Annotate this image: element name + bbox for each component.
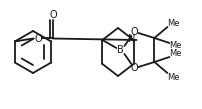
Text: B: B — [117, 45, 124, 55]
Text: O: O — [49, 10, 57, 20]
Text: Me: Me — [169, 42, 182, 50]
Text: O: O — [34, 33, 42, 43]
Text: Me: Me — [167, 72, 180, 82]
Text: N: N — [128, 34, 135, 44]
Text: Me: Me — [169, 49, 182, 59]
Text: O: O — [131, 63, 138, 73]
Text: Me: Me — [167, 19, 180, 27]
Text: O: O — [131, 27, 138, 37]
